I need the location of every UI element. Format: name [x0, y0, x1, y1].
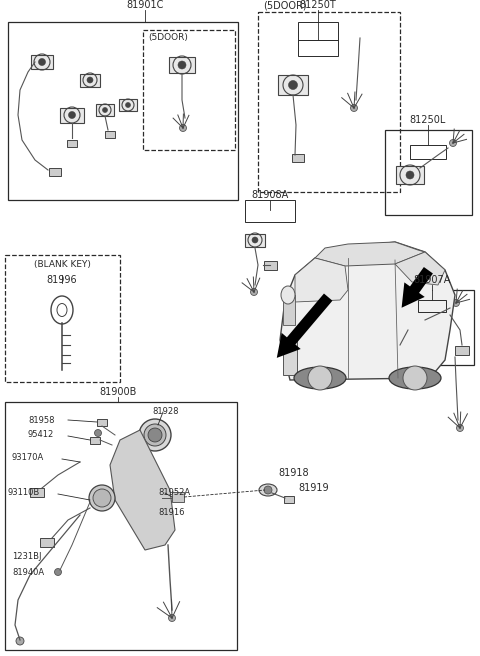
Bar — [90, 436, 100, 443]
Circle shape — [288, 81, 298, 89]
Bar — [49, 168, 61, 176]
Polygon shape — [295, 258, 348, 302]
Circle shape — [456, 424, 464, 432]
Bar — [455, 346, 469, 354]
Polygon shape — [395, 252, 445, 285]
Circle shape — [103, 108, 108, 112]
Ellipse shape — [294, 367, 346, 389]
Bar — [418, 300, 446, 312]
Text: 81918: 81918 — [278, 468, 309, 478]
Bar — [97, 419, 107, 426]
Bar — [96, 104, 114, 116]
Circle shape — [308, 366, 332, 390]
Text: 81919: 81919 — [298, 483, 329, 493]
Bar — [67, 140, 77, 146]
Ellipse shape — [389, 367, 441, 389]
Bar — [245, 234, 265, 247]
Text: 81901C: 81901C — [126, 0, 164, 10]
Bar — [284, 495, 294, 502]
Text: 95412: 95412 — [28, 430, 54, 439]
Circle shape — [264, 486, 272, 494]
Circle shape — [406, 171, 414, 179]
Text: 81250T: 81250T — [300, 0, 336, 10]
Ellipse shape — [139, 419, 171, 451]
Bar — [80, 73, 100, 87]
Text: 93110B: 93110B — [8, 488, 40, 497]
Bar — [30, 487, 44, 497]
Text: 93170A: 93170A — [12, 453, 44, 462]
Bar — [298, 40, 338, 56]
Ellipse shape — [89, 485, 115, 511]
Circle shape — [125, 102, 131, 108]
Text: 1231BJ: 1231BJ — [12, 552, 41, 561]
Text: 81900B: 81900B — [99, 387, 137, 397]
Text: 81958: 81958 — [28, 416, 55, 425]
Circle shape — [180, 125, 187, 131]
Bar — [396, 166, 424, 184]
Bar — [391, 346, 403, 354]
Bar — [258, 12, 400, 192]
Ellipse shape — [144, 424, 166, 446]
Bar — [292, 154, 304, 162]
Text: 81952A: 81952A — [158, 488, 190, 497]
Bar — [172, 492, 184, 502]
Text: (BLANK KEY): (BLANK KEY) — [34, 260, 90, 269]
Ellipse shape — [93, 489, 111, 507]
Ellipse shape — [259, 484, 277, 496]
Circle shape — [449, 140, 456, 146]
Text: (5DOOR): (5DOOR) — [263, 0, 307, 10]
Polygon shape — [110, 430, 175, 550]
Bar — [245, 200, 295, 222]
Text: 81916: 81916 — [158, 508, 184, 517]
Circle shape — [95, 430, 101, 436]
Bar — [298, 22, 338, 40]
Circle shape — [69, 112, 75, 119]
Text: 81996: 81996 — [47, 275, 77, 285]
Bar — [410, 145, 446, 159]
Circle shape — [87, 77, 93, 83]
Bar — [143, 30, 235, 150]
Bar — [385, 130, 472, 215]
Bar — [390, 290, 474, 365]
Bar — [169, 57, 195, 73]
Text: 81928: 81928 — [152, 407, 179, 416]
Text: 81907A: 81907A — [413, 275, 451, 285]
Circle shape — [411, 321, 419, 329]
FancyArrowPatch shape — [402, 267, 433, 308]
Text: 81250L: 81250L — [410, 115, 446, 125]
Circle shape — [178, 61, 186, 69]
Circle shape — [453, 300, 459, 306]
Bar — [283, 340, 297, 375]
Circle shape — [251, 289, 257, 295]
Circle shape — [16, 637, 24, 645]
Bar — [5, 402, 237, 650]
Bar — [283, 295, 295, 325]
Circle shape — [350, 104, 358, 112]
Bar — [264, 260, 276, 270]
Text: (5DOOR): (5DOOR) — [148, 33, 188, 42]
Bar — [60, 108, 84, 123]
Bar — [8, 22, 238, 200]
Text: 81908A: 81908A — [252, 190, 288, 200]
Bar — [40, 537, 54, 546]
Circle shape — [148, 428, 162, 442]
Text: 81940A: 81940A — [12, 568, 44, 577]
Bar — [278, 75, 308, 95]
Ellipse shape — [281, 286, 295, 304]
Polygon shape — [280, 242, 455, 380]
Bar — [403, 317, 427, 333]
Circle shape — [168, 615, 176, 621]
Bar — [5, 255, 120, 382]
Polygon shape — [315, 242, 425, 266]
Bar — [105, 131, 115, 138]
FancyArrowPatch shape — [277, 293, 333, 358]
Bar — [31, 55, 53, 69]
Circle shape — [252, 237, 258, 243]
Circle shape — [55, 569, 61, 575]
Bar — [119, 99, 137, 111]
Circle shape — [38, 58, 46, 66]
Circle shape — [403, 366, 427, 390]
